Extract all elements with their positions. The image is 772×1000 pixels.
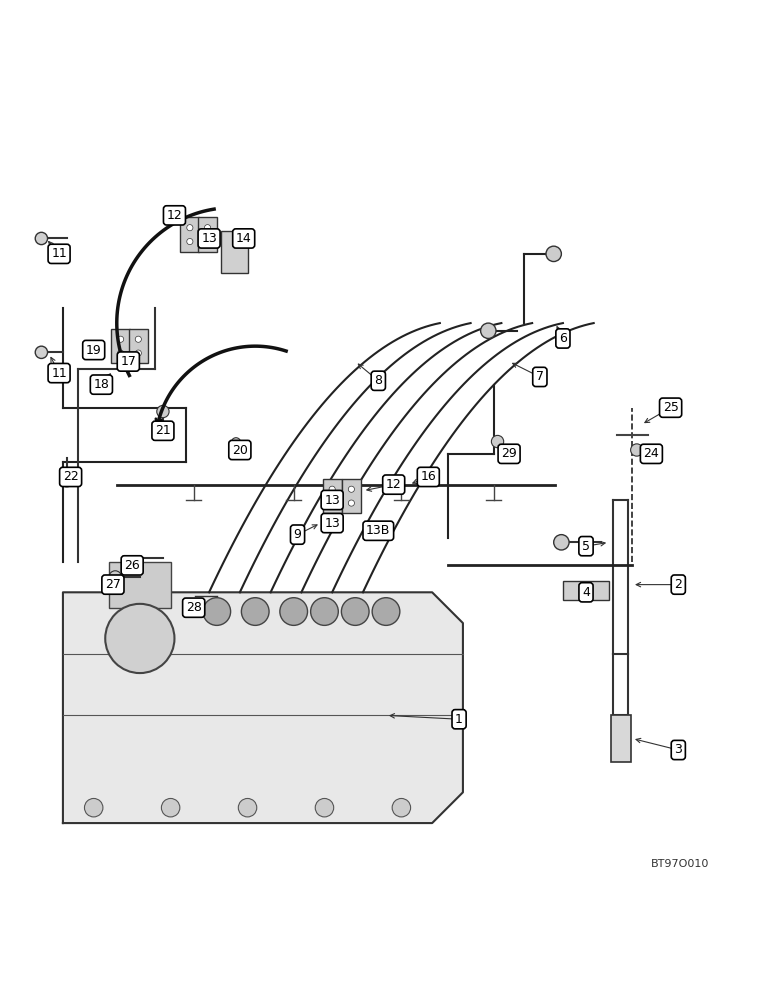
Circle shape [161,798,180,817]
Circle shape [232,438,241,447]
Circle shape [187,225,193,231]
Circle shape [109,571,121,583]
Text: 13: 13 [324,517,340,530]
Bar [198,217,217,252]
Text: 2: 2 [675,578,682,591]
Circle shape [36,232,48,245]
Text: 24: 24 [644,447,659,460]
Circle shape [135,350,141,356]
Circle shape [84,798,103,817]
Bar [109,562,171,608]
Text: 8: 8 [374,374,382,387]
Circle shape [117,350,124,356]
Text: 20: 20 [232,444,248,457]
Circle shape [329,486,335,492]
Text: 27: 27 [105,578,121,591]
Text: 13: 13 [201,232,217,245]
Circle shape [341,598,369,625]
Circle shape [61,475,73,487]
Text: 18: 18 [93,378,110,391]
Circle shape [36,346,48,358]
Circle shape [329,500,335,506]
Circle shape [205,238,211,245]
Bar [323,479,342,513]
Circle shape [117,336,124,342]
Circle shape [203,598,231,625]
Circle shape [105,604,174,673]
Text: 16: 16 [421,470,436,483]
Bar [563,581,609,600]
Text: 13B: 13B [366,524,391,537]
Text: 1: 1 [455,713,463,726]
Text: 7: 7 [536,370,543,383]
Bar [342,479,361,513]
Circle shape [315,798,334,817]
Circle shape [372,598,400,625]
Circle shape [554,535,569,550]
Text: 9: 9 [293,528,302,541]
Text: 28: 28 [186,601,201,614]
Circle shape [242,598,269,625]
Bar [129,329,148,363]
Circle shape [546,246,561,262]
Circle shape [348,500,354,506]
Text: 13: 13 [324,494,340,507]
Text: 22: 22 [63,470,79,483]
Text: 6: 6 [559,332,567,345]
Text: 29: 29 [501,447,517,460]
Text: BT97O010: BT97O010 [651,859,709,869]
Bar [180,217,199,252]
Bar [611,715,631,762]
Circle shape [239,798,257,817]
Circle shape [492,435,503,448]
Circle shape [348,486,354,492]
Text: 3: 3 [675,743,682,756]
Text: 11: 11 [51,247,67,260]
Text: 12: 12 [386,478,401,491]
Text: 4: 4 [582,586,590,599]
Circle shape [187,238,193,245]
Text: 25: 25 [662,401,679,414]
Text: 12: 12 [167,209,182,222]
Circle shape [157,405,169,418]
Circle shape [392,798,411,817]
Circle shape [205,225,211,231]
Text: 14: 14 [235,232,252,245]
Bar [111,329,130,363]
Circle shape [310,598,338,625]
Circle shape [279,598,307,625]
Text: 26: 26 [124,559,140,572]
Text: 17: 17 [120,355,136,368]
Circle shape [631,444,643,456]
Text: 19: 19 [86,344,102,357]
Circle shape [481,323,496,338]
Bar [221,231,248,273]
Text: 5: 5 [582,540,590,553]
Polygon shape [63,592,463,823]
Text: 11: 11 [51,367,67,380]
Text: 21: 21 [155,424,171,437]
Circle shape [135,336,141,342]
